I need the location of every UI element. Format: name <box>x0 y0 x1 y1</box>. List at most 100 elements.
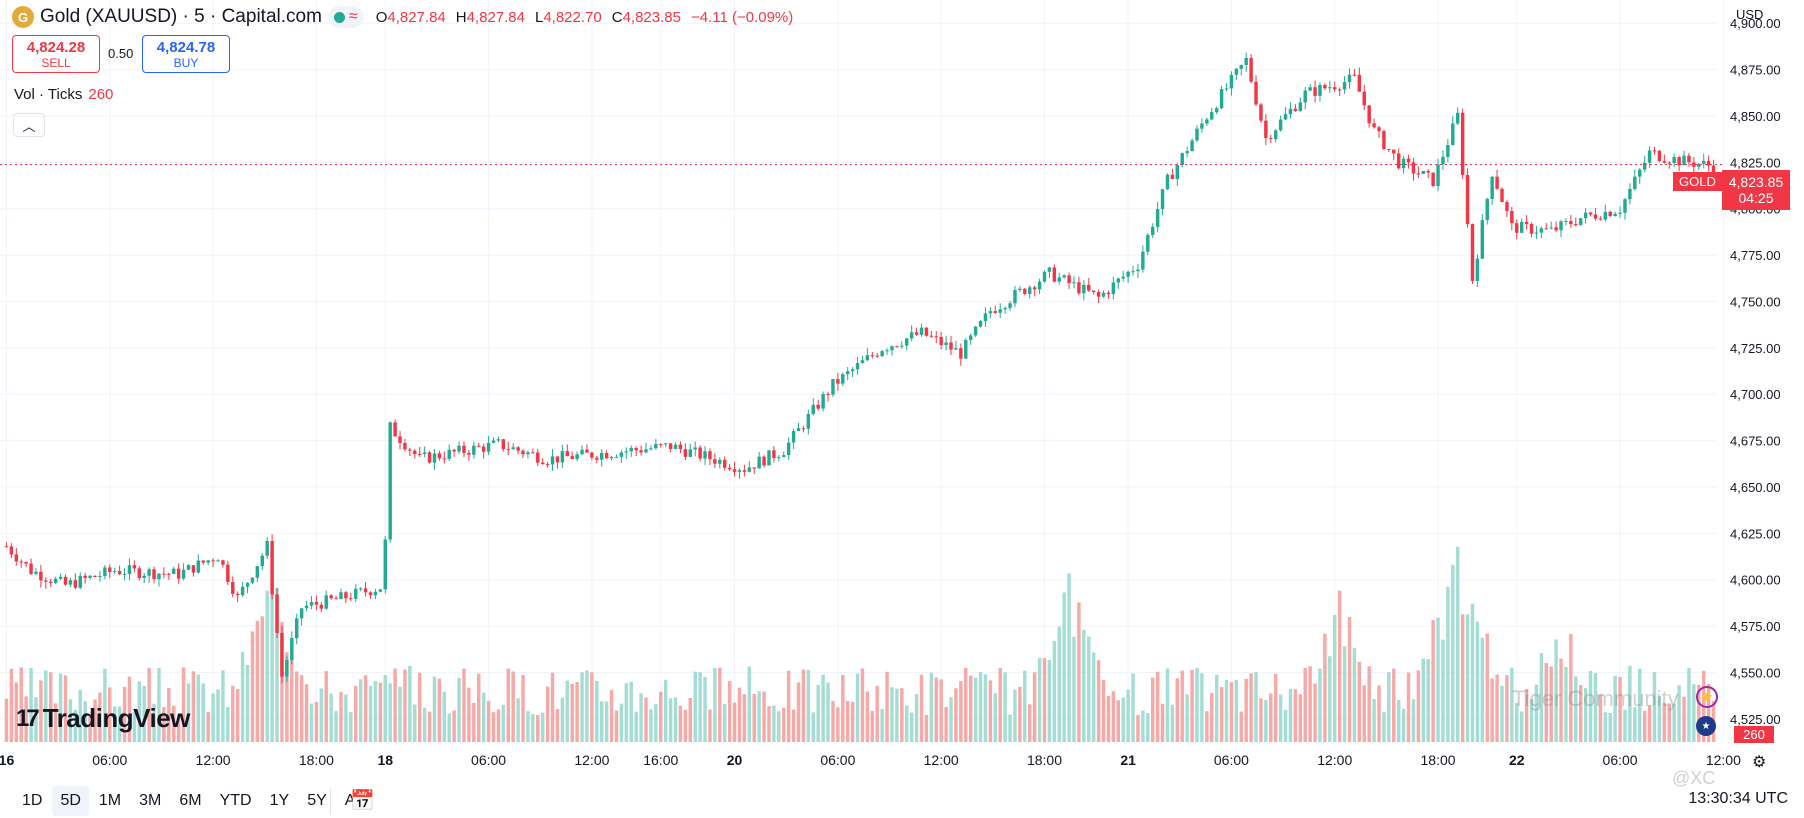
market-status-pill[interactable]: ≈ <box>327 6 364 28</box>
candle-body <box>816 404 820 409</box>
volume-bar <box>560 697 565 742</box>
us-flag-icon[interactable]: ★ <box>1696 716 1716 736</box>
settings-icon[interactable]: ⚙ <box>1752 754 1767 771</box>
candle-body <box>747 467 752 472</box>
volume-bar <box>452 710 456 742</box>
candle-body <box>1249 57 1253 82</box>
timeframe-1y[interactable]: 1Y <box>269 792 290 809</box>
volume-bar <box>19 667 23 742</box>
candle-body <box>629 448 633 452</box>
volume-bar <box>496 709 501 742</box>
volume-bar <box>265 590 269 742</box>
candle-body <box>983 313 988 322</box>
volume-bar <box>270 581 274 742</box>
volume-bar <box>836 707 840 742</box>
volume-bar <box>1687 667 1691 742</box>
candle-body <box>1436 164 1440 186</box>
candle-body <box>1062 275 1066 278</box>
timeframe-5d[interactable]: 5D <box>52 786 89 816</box>
candle-body <box>1254 81 1258 105</box>
volume-bar <box>1411 699 1416 742</box>
candle-body <box>772 450 776 459</box>
volume-bar <box>1175 678 1180 742</box>
candle-body <box>393 422 397 437</box>
timeframe-6m[interactable]: 6M <box>179 792 202 809</box>
timeframe-1m[interactable]: 1M <box>98 792 122 809</box>
timeframe-ytd[interactable]: YTD <box>219 792 252 809</box>
currency-selector[interactable]: USD <box>1736 7 1764 22</box>
volume-bar <box>757 691 761 742</box>
calendar-icon[interactable]: 📅 <box>350 790 375 812</box>
volume-bar <box>767 706 771 742</box>
volume-bar <box>1392 668 1396 742</box>
volume-bar <box>1475 621 1480 742</box>
collapse-legend-button[interactable]: ︿ <box>13 113 45 137</box>
timeframe-1d[interactable]: 1D <box>22 792 43 809</box>
candle-body <box>4 546 9 548</box>
symbol-price-label: GOLD <box>1673 172 1722 191</box>
volume-bar <box>609 690 614 742</box>
toolbar-divider <box>330 788 331 814</box>
candle-body <box>1013 290 1017 304</box>
time-tick-label: 20 <box>727 752 743 768</box>
candle-body <box>112 571 117 573</box>
candle-body <box>1387 148 1391 150</box>
volume-bar <box>831 700 835 742</box>
volume-bar <box>1303 667 1307 742</box>
volume-bar <box>585 670 589 742</box>
candle-body <box>354 588 358 599</box>
candle-body <box>73 580 78 588</box>
candle-body <box>767 450 771 466</box>
tradingview-logo[interactable]: 17 TradingView <box>16 703 190 733</box>
symbol-title[interactable]: Gold (XAUUSD) · 5 · Capital.com <box>40 6 322 27</box>
volume-bar <box>1628 665 1632 742</box>
candle-body <box>477 445 481 447</box>
candle-body <box>575 454 579 459</box>
timeframe-5y[interactable]: 5Y <box>307 792 327 809</box>
price-tick-label: 4,750.00 <box>1730 294 1781 309</box>
volume-bar <box>1052 640 1057 742</box>
volume-bar <box>1224 680 1229 742</box>
candle-body <box>93 575 97 577</box>
sell-button[interactable]: 4,824.28 SELL <box>12 35 100 73</box>
price-tick-label: 4,775.00 <box>1730 248 1781 263</box>
volume-bar <box>619 703 624 742</box>
candle-body <box>1647 150 1652 163</box>
utc-clock[interactable]: 13:30:34 UTC <box>1688 790 1788 807</box>
candle-body <box>678 444 683 450</box>
time-axis: 16 06:00 12:00 18:00 18 06:00 12:00 16:00 20 06:0… <box>0 752 1741 768</box>
volume-bar <box>240 651 245 742</box>
candle-body <box>1303 90 1307 103</box>
buy-button[interactable]: 4,824.78 BUY <box>142 35 230 73</box>
candle-body <box>1185 151 1189 154</box>
candle-body <box>1574 224 1578 226</box>
volume-bar <box>791 709 796 742</box>
candle-body <box>516 447 520 451</box>
candle-body <box>1697 163 1701 167</box>
volume-bar <box>1249 673 1253 742</box>
lightning-icon[interactable]: ⚡ <box>1696 686 1718 708</box>
candle-body <box>1559 221 1563 231</box>
volume-bar <box>1652 672 1657 742</box>
candle-body <box>44 580 48 582</box>
volume-bar <box>526 711 530 742</box>
timeframe-3m[interactable]: 3M <box>139 792 162 809</box>
candle-body <box>1642 162 1647 170</box>
volume-bar <box>383 675 387 742</box>
spread-value: 0.50 <box>108 46 134 61</box>
time-tick-label: 16 <box>0 752 14 768</box>
volume-bar <box>245 664 250 742</box>
candle-body <box>1205 119 1209 124</box>
volume-bar <box>1608 712 1612 742</box>
volume-bar <box>1603 712 1608 742</box>
timeframe-all[interactable]: All <box>344 792 363 809</box>
volume-bar <box>1150 677 1155 742</box>
candle-body <box>1072 282 1076 284</box>
volume-bar <box>914 693 919 742</box>
volume-legend[interactable]: Vol · Ticks 260 <box>14 86 114 103</box>
candle-body <box>1534 232 1539 234</box>
time-tick-label: 18:00 <box>299 752 334 768</box>
candle-body <box>427 452 432 463</box>
candle-body <box>1234 68 1239 75</box>
